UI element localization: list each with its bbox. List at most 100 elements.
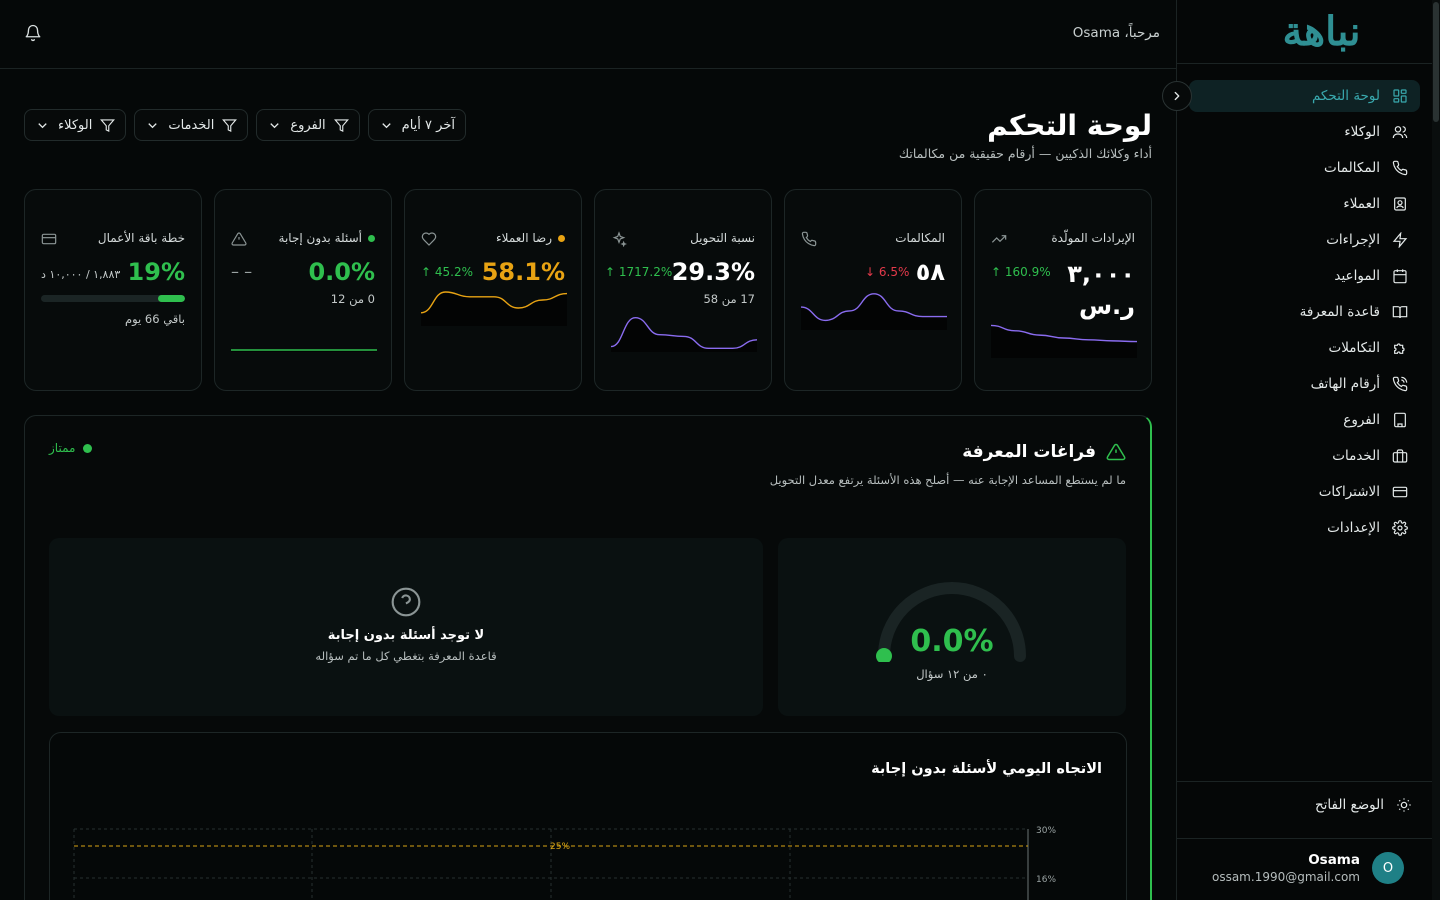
- sidebar-item-actions[interactable]: الإجراءات: [1189, 224, 1420, 256]
- top-header: مرحباً، Osama: [0, 0, 1176, 69]
- value-amount: ٣,٠٠٠: [1067, 260, 1135, 288]
- help-circle-icon: [49, 586, 763, 618]
- sidebar-nav: لوحة التحكم الوكلاء المكالمات العملاء ال…: [1177, 64, 1440, 544]
- credit-card-icon: [1392, 486, 1408, 498]
- chevron-down-icon: [38, 122, 47, 128]
- chevron-down-icon: [270, 122, 280, 128]
- theme-toggle-label: الوضع الفاتح: [1314, 797, 1384, 813]
- kpi-card-revenue[interactable]: الإيرادات المولّدة ٣,٠٠٠ ر.س ↑ 160.9%: [974, 189, 1152, 391]
- sidebar-item-services[interactable]: الخدمات: [1189, 440, 1420, 472]
- satisfaction-sparkline: [421, 291, 567, 326]
- sidebar-item-label: أرقام الهاتف: [1310, 376, 1380, 392]
- sun-icon: [1397, 798, 1411, 812]
- plan-remaining: باقي 66 يوم: [124, 312, 185, 326]
- panel-title-text: فراغات المعرفة: [962, 442, 1096, 462]
- sidebar-item-integrations[interactable]: التكاملات: [1189, 332, 1420, 364]
- gauge-value: 0.0%: [910, 624, 994, 659]
- sidebar-item-label: قاعدة المعرفة: [1299, 304, 1380, 320]
- card-value: ٥٨: [915, 258, 945, 286]
- heart-icon: [421, 231, 437, 251]
- conversion-sparkline: [611, 316, 757, 352]
- chevron-right-icon: [1174, 91, 1180, 101]
- filter-icon: [222, 118, 238, 132]
- sidebar-item-settings[interactable]: الإعدادات: [1189, 512, 1420, 544]
- sidebar-item-label: الفروع: [1343, 412, 1380, 428]
- sidebar-item-knowledge-base[interactable]: قاعدة المعرفة: [1189, 296, 1420, 328]
- sidebar-item-appointments[interactable]: المواعيد: [1189, 260, 1420, 292]
- empty-state-title: لا توجد أسئلة بدون إجابة: [327, 628, 485, 643]
- card-title: خطة باقة الأعمال: [98, 231, 185, 245]
- card-value: 0.0%: [308, 258, 375, 286]
- sidebar-item-agents[interactable]: الوكلاء: [1189, 116, 1420, 148]
- sidebar-item-customers[interactable]: العملاء: [1189, 188, 1420, 220]
- bell-icon[interactable]: [24, 24, 42, 46]
- sparkline-area: [801, 293, 947, 330]
- user-profile[interactable]: O Osama ossam.1990@gmail.com: [1212, 852, 1404, 884]
- chevron-down-icon: [148, 122, 158, 128]
- card-label: خطة باقة الأعمال: [97, 231, 185, 245]
- divider: [1177, 838, 1432, 839]
- user-info: Osama ossam.1990@gmail.com: [1212, 852, 1360, 884]
- filter-icon: [100, 118, 116, 132]
- filter-bar: الوكلاء الخدمات الفروع آخر ٧ أيام: [24, 109, 466, 141]
- divider: [1177, 781, 1432, 782]
- filter-date-range[interactable]: آخر ٧ أيام: [367, 109, 466, 141]
- sidebar-item-label: لوحة التحكم: [1311, 88, 1380, 104]
- scrollbar-thumb[interactable]: [1433, 2, 1439, 122]
- sidebar-item-label: المكالمات: [1324, 160, 1380, 176]
- sidebar-item-label: الاشتراكات: [1318, 484, 1380, 500]
- briefcase-icon: [1392, 449, 1408, 463]
- user-email: ossam.1990@gmail.com: [1211, 870, 1360, 884]
- sidebar-item-subscriptions[interactable]: الاشتراكات: [1189, 476, 1420, 508]
- calls-sparkline: [801, 293, 947, 330]
- sparkline-line: [421, 291, 567, 314]
- chart-title: الاتجاه اليومي لأسئلة بدون إجابة: [871, 761, 1102, 777]
- theme-toggle-button[interactable]: الوضع الفاتح: [1315, 797, 1412, 813]
- filter-branches[interactable]: الفروع: [256, 109, 360, 141]
- book-icon: [1392, 306, 1408, 319]
- kpi-card-unanswered[interactable]: أسئلة بدون إجابة 0.0% – – 0 من 12: [214, 189, 392, 391]
- knowledge-gaps-panel: فراغات المعرفة ما لم يستطع المساعد الإجا…: [24, 415, 1152, 900]
- sidebar-item-phone-numbers[interactable]: أرقام الهاتف: [1189, 368, 1420, 400]
- gauge-card: 0.0% ٠ من ١٢ سؤال: [778, 538, 1126, 716]
- value-currency: ر.س: [1078, 292, 1135, 320]
- kpi-card-plan[interactable]: خطة باقة الأعمال 19% ١,٨٨٣ / ١٠,٠٠٠ د با…: [24, 189, 202, 391]
- page-title-block: لوحة التحكم أداء وكلائك الذكيين — أرقام …: [899, 108, 1152, 161]
- brand-logo[interactable]: نباهة: [1177, 0, 1440, 64]
- greeting-text: مرحباً، Osama: [1072, 25, 1160, 41]
- sidebar-item-dashboard[interactable]: لوحة التحكم: [1189, 80, 1420, 112]
- kpi-card-conversion[interactable]: نسبة التحويل 29.3% ↑ 1717.2% 17 من 58: [594, 189, 772, 391]
- card-delta: – –: [231, 262, 253, 281]
- filter-label: الوكلاء: [58, 117, 93, 133]
- settings-icon: [1392, 520, 1408, 536]
- plan-usage: ١,٨٨٣ / ١٠,٠٠٠ د: [41, 268, 121, 281]
- sidebar-scrollbar[interactable]: [1432, 0, 1440, 900]
- y-tick-label: 30%: [1036, 826, 1056, 836]
- sparkles-icon: [611, 231, 627, 251]
- filter-agents[interactable]: الوكلاء: [24, 109, 127, 141]
- sparkline-line: [611, 316, 757, 349]
- sidebar-item-branches[interactable]: الفروع: [1189, 404, 1420, 436]
- threshold-label: 25%: [550, 842, 570, 852]
- card-label: رضا العملاء: [496, 231, 552, 245]
- chart-gridlines: [73, 828, 1028, 900]
- credit-card-icon: [41, 231, 57, 251]
- unanswered-sparkline: [231, 349, 377, 352]
- sidebar-item-calls[interactable]: المكالمات: [1189, 152, 1420, 184]
- kpi-card-calls[interactable]: المكالمات ٥٨ ↓ 6.5%: [784, 189, 962, 391]
- gauge-subtext: ٠ من ١٢ سؤال: [916, 667, 988, 681]
- card-value: 58.1%: [481, 258, 565, 286]
- page-subtitle: أداء وكلائك الذكيين — أرقام حقيقية من مك…: [898, 146, 1152, 161]
- card-label: المكالمات: [895, 231, 945, 245]
- filter-icon: [333, 118, 349, 132]
- filter-services[interactable]: الخدمات: [134, 109, 249, 141]
- sidebar-item-label: المواعيد: [1334, 268, 1380, 284]
- trending-up-icon: [991, 231, 1007, 251]
- card-delta: ↓ 6.5%: [865, 265, 910, 279]
- sparkline-line: [991, 324, 1137, 343]
- card-delta: ↑ 1717.2%: [605, 265, 673, 279]
- kpi-card-satisfaction[interactable]: رضا العملاء 58.1% ↑ 45.2%: [404, 189, 582, 391]
- sidebar-collapse-button[interactable]: [1162, 81, 1192, 111]
- status-dot: [83, 443, 93, 453]
